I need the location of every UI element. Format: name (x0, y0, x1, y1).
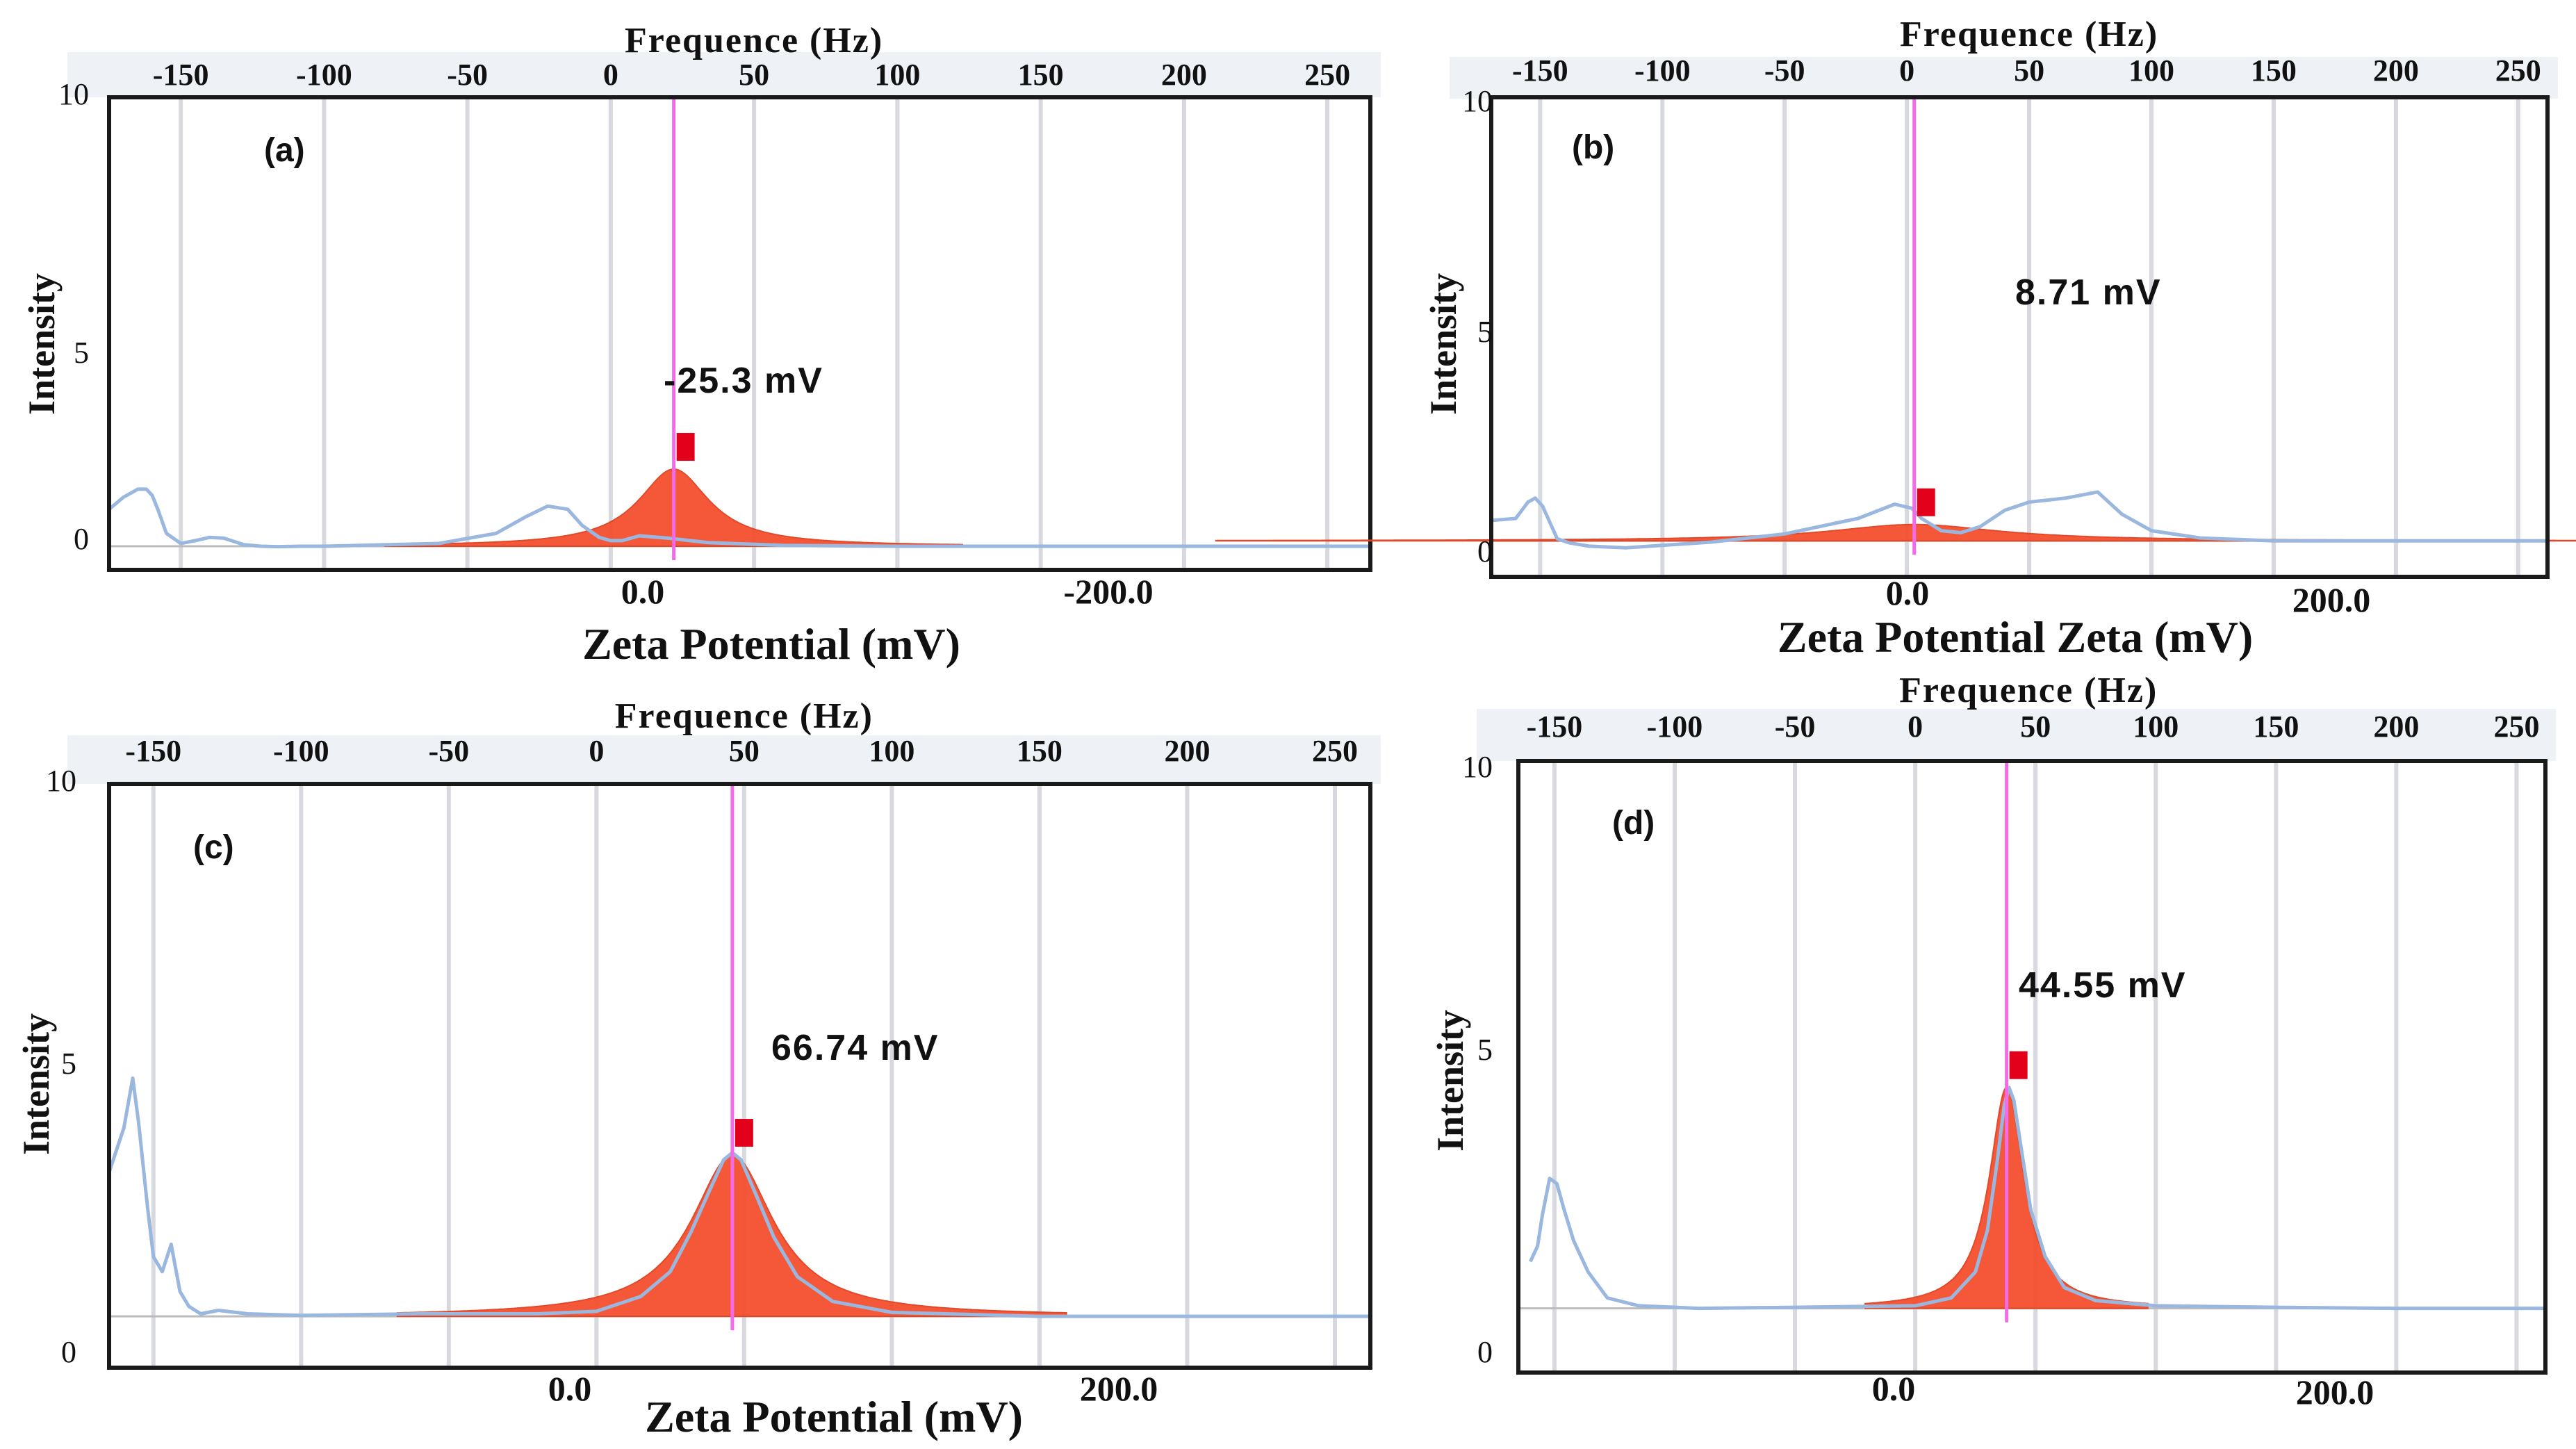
frequency-tick-label: -100 (1647, 710, 1703, 744)
y-tick-label: 10 (58, 77, 89, 111)
y-tick-label: 5 (74, 336, 89, 370)
top-axis-label: Frequence (Hz) (615, 696, 873, 736)
zeta-tick-label: 0.0 (548, 1369, 592, 1408)
frequency-tick-label: 0 (603, 58, 618, 92)
zeta-tick-label: 200.0 (2296, 1373, 2374, 1411)
x-axis-label: Zeta Potential (mV) (582, 619, 960, 669)
frequency-tick-label: 0 (1899, 54, 1914, 88)
plot-frame (107, 95, 1372, 572)
frequency-tick-label: -150 (1512, 54, 1568, 88)
frequency-tick-label: 50 (2020, 710, 2051, 744)
y-tick-label: 5 (61, 1047, 76, 1081)
y-axis-label: Intensity (15, 1013, 57, 1155)
intensity-curve (1491, 490, 2548, 550)
panel-label: (b) (1572, 129, 1614, 166)
frequency-tick-label: 150 (1017, 734, 1063, 768)
frequency-tick-label: 0 (589, 734, 604, 768)
frequency-tick-label: -100 (273, 734, 329, 768)
frequency-tick-label: -150 (1527, 710, 1583, 744)
intensity-curve (1529, 1086, 2545, 1311)
frequency-tick-label: 50 (2014, 54, 2044, 88)
plot-frame (107, 782, 1372, 1370)
peak-marker-box (2009, 1051, 2028, 1079)
intensity-curve (108, 487, 1370, 549)
frequency-tick-label: -100 (1634, 54, 1691, 88)
frequency-tick-label: 100 (2128, 54, 2174, 88)
frequency-tick-label: -50 (1775, 710, 1816, 744)
zeta-tick-label: -200.0 (1063, 572, 1153, 611)
frequency-tick-label: -50 (428, 734, 469, 768)
intensity-curve (107, 1076, 1370, 1318)
frequency-tick-label: 250 (2493, 710, 2539, 744)
chart-panel: Frequence (Hz)-150 -100 -50 0 50 100 150 200 250… (15, 696, 1381, 1441)
frequency-tick-label: 100 (869, 734, 914, 768)
y-tick-label: 5 (1477, 1033, 1493, 1067)
y-axis-label: Intensity (1422, 273, 1464, 415)
frequency-tick-label: 150 (2251, 54, 2297, 88)
axis-header-band (1477, 709, 2556, 761)
frequency-tick-label: 200 (1164, 734, 1210, 768)
y-axis-label: Intensity (1429, 1010, 1471, 1152)
y-axis-label: Intensity (21, 273, 63, 415)
frequency-tick-label: 0 (1908, 710, 1923, 744)
zeta-tick-label: 0.0 (1886, 573, 1930, 612)
y-tick-label: 0 (61, 1335, 76, 1369)
y-tick-label: 0 (74, 522, 89, 556)
y-tick-label: 0 (1477, 1335, 1493, 1369)
chart-panel: Frequence (Hz)-150 -100 -50 0 50 100 150 200 250… (1215, 15, 2576, 662)
top-axis-label: Frequence (Hz) (1899, 671, 2158, 710)
zeta-tick-label: 0.0 (1872, 1369, 1916, 1408)
frequency-tick-label: 200 (1161, 58, 1207, 92)
peak-value-label: 8.71 mV (2015, 272, 2162, 313)
peak-marker-box (676, 433, 695, 461)
peak-value-label: 44.55 mV (2019, 965, 2187, 1006)
peak-marker-box (1917, 488, 1935, 516)
axis-header-band (1450, 57, 2558, 99)
zeta-tick-label: 200.0 (1080, 1369, 1158, 1408)
frequency-tick-label: -50 (447, 58, 488, 92)
zeta-tick-label: 200.0 (2292, 580, 2371, 619)
frequency-tick-label: 50 (729, 734, 760, 768)
frequency-tick-label: 250 (1304, 58, 1350, 92)
frequency-tick-label: -100 (296, 58, 352, 92)
frequency-tick-label: -150 (153, 58, 209, 92)
axis-header-band (67, 735, 1381, 784)
frequency-tick-label: 200 (2373, 54, 2419, 88)
y-tick-label: 10 (1462, 84, 1493, 118)
frequency-tick-label: -150 (125, 734, 181, 768)
peak-value-label: -25.3 mV (664, 361, 823, 401)
y-tick-label: 5 (1477, 315, 1493, 349)
frequency-tick-label: 200 (2373, 710, 2419, 744)
axis-header-band (67, 52, 1381, 97)
frequency-tick-label: 100 (2133, 710, 2179, 744)
frequency-tick-label: 50 (739, 58, 769, 92)
peak-area (1215, 523, 2576, 542)
x-axis-label: Zeta Potential Zeta (mV) (1778, 612, 2253, 662)
x-axis-label: Zeta Potential (mV) (645, 1392, 1023, 1441)
frequency-tick-label: 250 (2495, 54, 2541, 88)
zeta-tick-label: 0.0 (621, 572, 665, 611)
peak-marker-box (735, 1119, 753, 1147)
y-tick-label: 10 (1462, 750, 1493, 784)
plot-frame (1489, 95, 2550, 579)
plot-frame (1516, 759, 2548, 1375)
y-tick-label: 10 (46, 764, 76, 798)
panel-label: (d) (1612, 805, 1655, 842)
y-tick-label: 0 (1477, 534, 1493, 568)
frequency-tick-label: 100 (874, 58, 920, 92)
panel-label: (a) (264, 132, 305, 169)
chart-panel: Frequence (Hz)-150 -100 -50 0 50 100 150 200 250… (21, 21, 1381, 669)
frequency-tick-label: 150 (2253, 710, 2299, 744)
peak-value-label: 66.74 mV (771, 1028, 940, 1068)
top-axis-label: Frequence (Hz) (1900, 15, 2158, 54)
chart-panel: Frequence (Hz)-150 -100 -50 0 50 100 150 200 250… (1429, 671, 2556, 1411)
frequency-tick-label: 150 (1018, 58, 1064, 92)
panel-label: (c) (193, 829, 234, 866)
frequency-tick-label: -50 (1764, 54, 1805, 88)
frequency-tick-label: 250 (1312, 734, 1358, 768)
top-axis-label: Frequence (Hz) (625, 21, 883, 60)
